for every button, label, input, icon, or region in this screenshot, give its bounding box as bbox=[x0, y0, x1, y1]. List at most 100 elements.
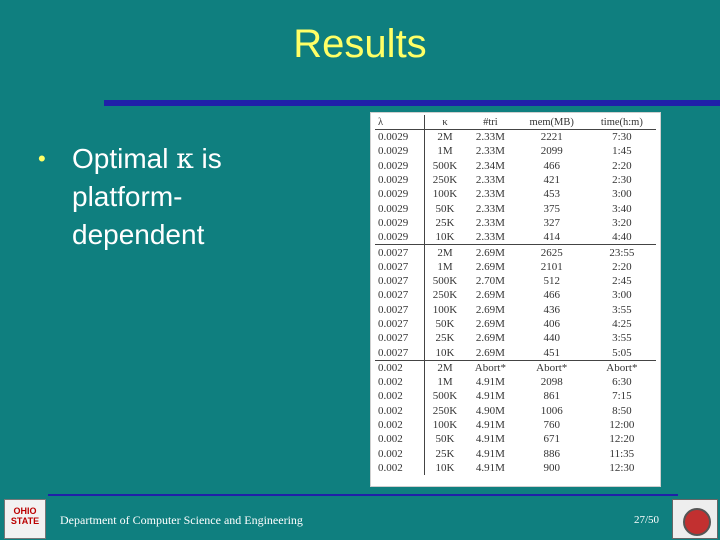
department-emblem-icon bbox=[672, 499, 718, 539]
bullet-prefix: Optimal bbox=[72, 143, 177, 174]
table-cell: 2.34M bbox=[475, 159, 505, 172]
table-row: 0.0029 10K 2.33M 414 4:40 bbox=[375, 230, 656, 245]
table-cell: 500K bbox=[432, 390, 458, 403]
table-cell: 2M bbox=[424, 359, 466, 376]
table-row: 0.0029 2M 2.33M 2221 7:30 bbox=[375, 129, 656, 145]
table-header-row: λ κ #tri mem(MB) time(h:m) bbox=[375, 115, 656, 130]
table-cell: 10K bbox=[435, 346, 455, 359]
table-row: 0.002 500K 4.91M 861 7:15 bbox=[375, 389, 656, 404]
table-cell: 2.33M bbox=[475, 231, 505, 244]
table-cell: 0.002 bbox=[375, 359, 425, 376]
table-cell: 0.002 bbox=[375, 375, 425, 390]
footer-divider bbox=[48, 494, 678, 496]
table-cell: 0.0027 bbox=[375, 259, 425, 274]
table-cell: 50K bbox=[435, 433, 455, 446]
table-cell: 451 bbox=[543, 346, 560, 359]
bullet-text: Optimal κ is platform-dependent bbox=[72, 140, 272, 254]
table-row: 0.0027 500K 2.70M 512 2:45 bbox=[375, 273, 656, 289]
table-cell: 440 bbox=[543, 332, 560, 345]
table-cell: 6:30 bbox=[612, 376, 632, 389]
table-cell: Abort* bbox=[465, 359, 516, 376]
table-cell: 2101 bbox=[540, 260, 563, 273]
bullet-dot-icon: • bbox=[38, 146, 46, 171]
table-cell: 466 bbox=[543, 289, 560, 302]
table-cell: 8:50 bbox=[612, 404, 632, 417]
table-cell: 760 bbox=[543, 419, 560, 432]
table-cell: 4.91M bbox=[475, 461, 505, 474]
results-table-panel: λ κ #tri mem(MB) time(h:m) 0.0029 2M 2.33M 2221… bbox=[371, 113, 660, 486]
table-cell: 7:30 bbox=[612, 131, 632, 144]
table-cell: 4.91M bbox=[475, 390, 505, 403]
table-row: 0.0027 1M 2.69M 2101 2:20 bbox=[375, 259, 656, 274]
table-cell: Abort* bbox=[587, 359, 656, 376]
table-cell: 0.0029 bbox=[375, 172, 425, 188]
table-cell: 0.0027 bbox=[375, 273, 425, 289]
column-header: time(h:m) bbox=[587, 115, 656, 130]
column-header: κ bbox=[424, 115, 466, 130]
column-header: #tri bbox=[465, 115, 516, 130]
table-cell: 0.0029 bbox=[375, 230, 425, 245]
table-cell: 886 bbox=[543, 447, 560, 460]
table-cell: 4.91M bbox=[475, 419, 505, 432]
table-cell: 0.0027 bbox=[375, 316, 425, 332]
table-cell: 0.0029 bbox=[375, 129, 425, 145]
table-cell: 100K bbox=[432, 188, 458, 201]
table-cell: 3:40 bbox=[612, 202, 632, 215]
table-cell: 406 bbox=[543, 318, 560, 330]
table-cell: 2.69M bbox=[475, 303, 505, 316]
column-header: λ bbox=[375, 115, 425, 130]
table-cell: 3:00 bbox=[612, 289, 632, 302]
table-cell: 25K bbox=[435, 447, 455, 460]
table-cell: 0.002 bbox=[375, 417, 425, 433]
table-cell: 466 bbox=[543, 159, 560, 172]
table-cell: 11:35 bbox=[609, 447, 635, 460]
table-cell: 100K bbox=[432, 303, 458, 316]
table-cell: 2.33M bbox=[475, 188, 505, 201]
table-cell: 0.0027 bbox=[375, 244, 425, 260]
table-cell: 900 bbox=[543, 461, 560, 474]
table-cell: 23:55 bbox=[587, 244, 656, 260]
table-row: 0.002 10K 4.91M 900 12:30 bbox=[375, 460, 656, 476]
table-cell: 2:20 bbox=[612, 260, 632, 273]
table-cell: 2.69M bbox=[465, 244, 516, 260]
table-cell: 1M bbox=[437, 260, 453, 273]
table-cell: 0.0027 bbox=[375, 302, 425, 317]
table-cell: 250K bbox=[432, 174, 458, 187]
table-cell: 414 bbox=[543, 231, 560, 244]
slide-title: Results bbox=[293, 22, 427, 66]
table-cell: 500K bbox=[432, 275, 458, 288]
table-cell: 2.69M bbox=[475, 260, 505, 273]
table-cell: 436 bbox=[543, 303, 560, 316]
table-cell: 0.0029 bbox=[375, 144, 425, 159]
page-number: 27/50 bbox=[634, 514, 660, 526]
kappa-symbol: κ bbox=[176, 142, 194, 175]
table-cell: 512 bbox=[543, 275, 560, 288]
table-cell: 50K bbox=[435, 202, 455, 215]
table-cell: 4.91M bbox=[475, 376, 505, 389]
table-cell: 0.0027 bbox=[375, 331, 425, 346]
table-cell: 100K bbox=[432, 419, 458, 432]
table-row: 0.002 250K 4.90M 1006 8:50 bbox=[375, 403, 656, 418]
table-cell: 2.69M bbox=[475, 332, 505, 345]
table-cell: 671 bbox=[543, 433, 560, 446]
table-row: 0.0027 2M 2.69M 2625 23:55 bbox=[375, 244, 656, 260]
table-cell: 12:00 bbox=[609, 419, 635, 432]
table-row: 0.002 2M Abort* Abort* Abort* bbox=[375, 359, 656, 376]
table-cell: 4.91M bbox=[475, 447, 505, 460]
table-row: 0.0027 250K 2.69M 466 3:00 bbox=[375, 288, 656, 303]
table-row: 0.002 1M 4.91M 2098 6:30 bbox=[375, 375, 656, 390]
table-cell: 12:20 bbox=[609, 433, 635, 446]
table-cell: 2099 bbox=[540, 145, 563, 158]
table-cell: 0.002 bbox=[375, 403, 425, 418]
table-cell: 2.33M bbox=[475, 174, 505, 187]
table-cell: 0.002 bbox=[375, 432, 425, 447]
table-cell: 2M bbox=[437, 131, 453, 144]
table-cell: 250K bbox=[432, 289, 458, 302]
table-row: 0.0029 500K 2.34M 466 2:20 bbox=[375, 158, 656, 173]
table-cell: 2221 bbox=[540, 131, 563, 144]
table-cell: 2.33M bbox=[475, 202, 505, 215]
table-cell: 0.002 bbox=[375, 446, 425, 461]
bullet-suffix: is platform-dependent bbox=[72, 143, 222, 250]
table-cell: 421 bbox=[543, 174, 560, 187]
table-cell: 10K bbox=[435, 461, 455, 474]
